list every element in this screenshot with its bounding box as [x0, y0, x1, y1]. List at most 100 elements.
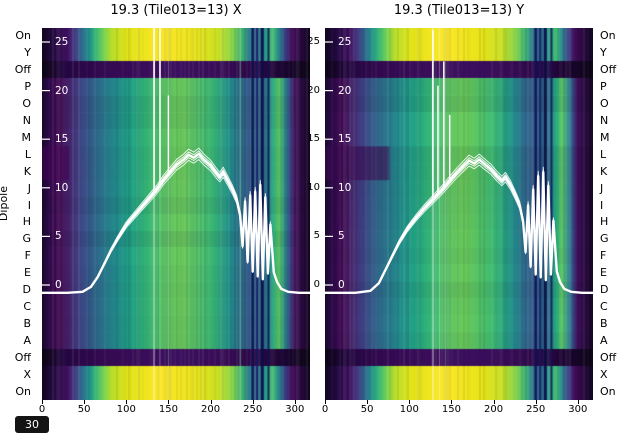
x-tick-mark [168, 400, 170, 404]
dipole-label-right: D [600, 283, 609, 297]
dipole-label-right: Y [600, 46, 607, 60]
dipole-label-left: Off [14, 350, 31, 364]
dipole-label-right: F [600, 249, 607, 263]
dipole-label-left: O [22, 97, 31, 111]
power-curve [42, 150, 310, 294]
x-tick-mark [252, 400, 254, 404]
dipole-label-right: O [600, 97, 609, 111]
heatmap-plot-y: 25 20 15 10 5 0 [325, 28, 593, 400]
x-tick-label: 100 [116, 404, 136, 415]
dipole-label-right: Off [600, 63, 617, 77]
dipole-label-left: On [15, 29, 31, 43]
dipole-label-right: A [600, 333, 608, 347]
x-tick-mark [210, 400, 212, 404]
dipole-label-right: I [600, 198, 604, 212]
dipole-label-right: Off [600, 350, 617, 364]
dipole-label-left: On [15, 384, 31, 398]
x-tick-mark [535, 400, 537, 404]
dipole-label-left: L [24, 147, 31, 161]
db-tick-label-gap: 5 [313, 230, 320, 242]
dipole-label-right: C [600, 300, 608, 313]
db-tick-label-inner: 15 [55, 133, 69, 146]
x-tick-mark [325, 400, 326, 404]
dipole-label-right: J [600, 181, 604, 195]
power-curve [42, 152, 310, 294]
x-tick-label: 300 [285, 404, 305, 415]
x-tick-label: 200 [484, 404, 504, 415]
dipole-label-right: E [600, 266, 607, 280]
dipole-label-right: On [600, 384, 616, 398]
db-tick-label-inner: 25 [338, 36, 352, 48]
db-tick-label-gap: 10 [307, 181, 320, 193]
dipole-label-left: Off [14, 63, 31, 77]
dipole-label-right: P [600, 80, 607, 94]
db-tick-label-inner: 0 [55, 279, 62, 291]
db-tick-label-inner: 20 [55, 84, 69, 97]
dipole-label-left: C [23, 300, 31, 313]
x-tick-mark [126, 400, 128, 404]
dipole-label-right: H [600, 215, 609, 229]
dipole-label-left: E [24, 266, 31, 280]
db-tick-label-inner: 0 [338, 279, 345, 291]
db-tick-label-inner: 20 [338, 84, 352, 97]
dipole-label-left: Y [24, 46, 31, 60]
x-tick-label: 50 [77, 404, 91, 415]
power-curve [42, 147, 310, 293]
x-tick-label: 0 [321, 404, 329, 415]
dipole-label-left: N [22, 114, 31, 127]
dipole-label-left: K [23, 164, 31, 178]
x-tick-label: 250 [526, 404, 546, 415]
x-tick-mark [367, 400, 369, 404]
dipole-label-left: X [23, 367, 31, 381]
x-tick-label: 150 [441, 404, 461, 415]
heatmap-plot-x: 25 20 15 10 5 0 [42, 28, 310, 400]
db-tick-label-gap: 20 [307, 84, 320, 96]
plot-title-y: 19.3 (Tile013=13) Y [393, 3, 525, 18]
x-tick-label: 150 [158, 404, 178, 415]
db-tick-label-gap: 0 [313, 279, 320, 290]
db-tick-label-gap: 25 [307, 36, 320, 47]
dipole-label-left: F [24, 249, 31, 263]
x-tick-label: 300 [568, 404, 588, 415]
dipole-label-right: N [600, 114, 609, 127]
dipole-label-left: D [22, 283, 31, 297]
db-tick-label-inner: 10 [55, 181, 69, 194]
dipole-label-left: A [23, 333, 31, 347]
x-tick-mark [84, 400, 86, 404]
dipole-label-left: I [27, 198, 31, 212]
x-tick-mark [493, 400, 495, 404]
dipole-label-right: G [600, 232, 609, 246]
dipole-label-right: X [600, 367, 608, 381]
dipole-label-right: L [600, 147, 607, 161]
dipole-label-left: G [22, 232, 31, 246]
dipole-label-left: J [27, 181, 31, 195]
plot-title-x: 19.3 (Tile013=13) X [110, 3, 242, 18]
dipole-label-left: H [22, 215, 31, 229]
plot-overlay [42, 28, 310, 294]
db-tick-label-inner: 25 [55, 36, 69, 48]
x-tick-mark [42, 400, 43, 404]
db-tick-label-inner: 5 [338, 230, 345, 243]
db-tick-label-inner: 15 [338, 133, 352, 146]
x-tick-label: 0 [38, 404, 46, 415]
x-tick-mark [577, 400, 579, 404]
dipole-label-right: K [600, 164, 608, 178]
db-tick-label-gap: 15 [307, 133, 320, 145]
plot-overlay [325, 30, 593, 294]
x-tick-label: 250 [243, 404, 263, 415]
dipole-label-right: B [600, 316, 608, 330]
db-tick-label-inner: 5 [55, 230, 62, 243]
db-tick-label-inner: 10 [338, 181, 352, 194]
x-tick-label: 100 [399, 404, 419, 415]
corner-badge: 30 [15, 416, 49, 433]
x-tick-mark [409, 400, 411, 404]
dipole-label-left: P [24, 80, 31, 94]
dipole-label-left: B [23, 316, 31, 330]
x-tick-mark [451, 400, 453, 404]
dipole-label-right: On [600, 29, 616, 43]
x-tick-mark [294, 400, 296, 404]
x-tick-label: 50 [360, 404, 374, 415]
x-tick-label: 200 [201, 404, 221, 415]
dipole-label-right: M [600, 130, 610, 144]
